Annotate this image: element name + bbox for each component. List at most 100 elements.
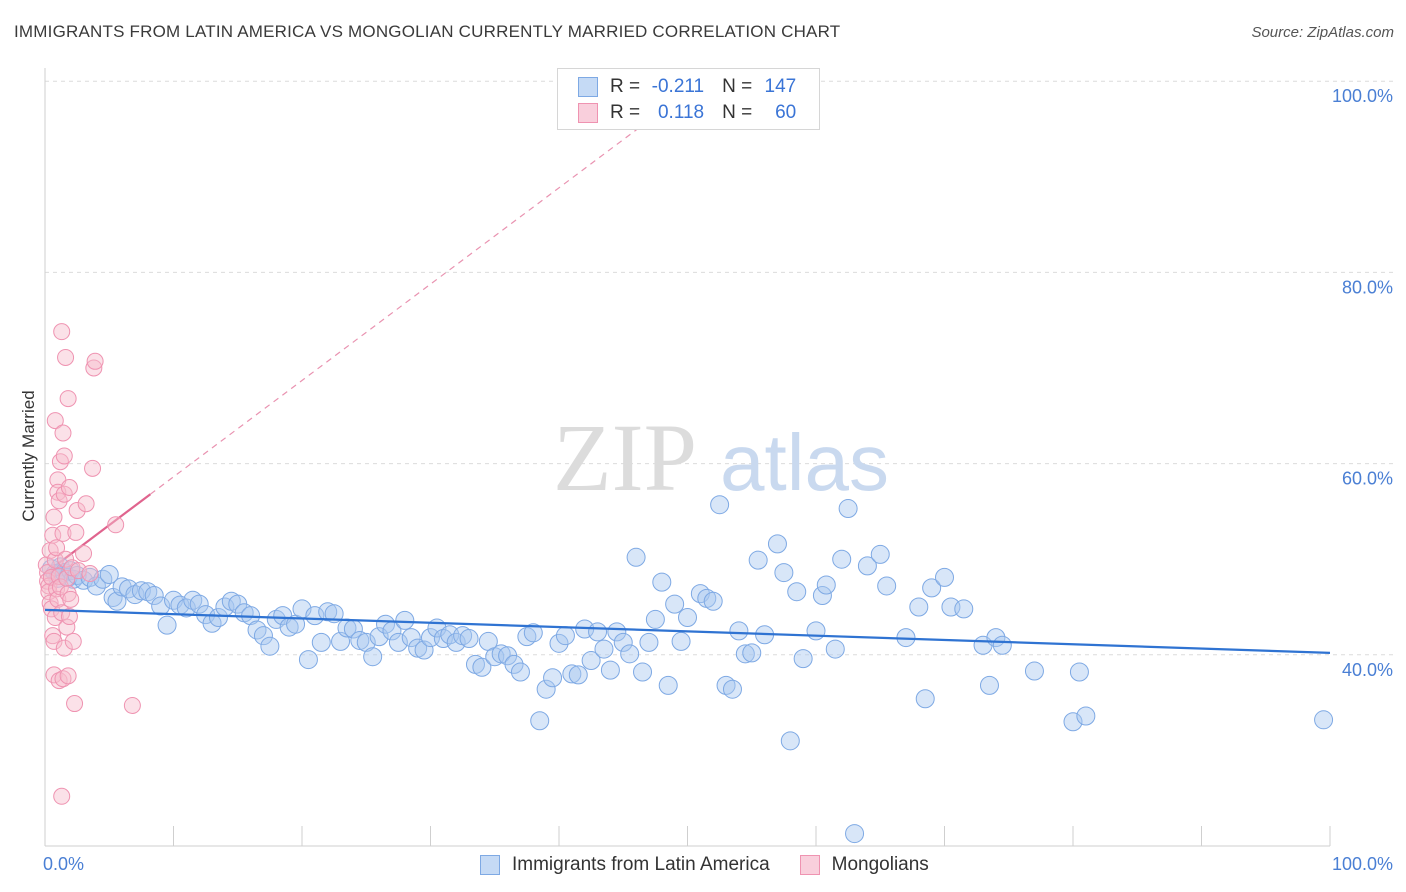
blue-point (414, 640, 434, 660)
pink-point (86, 352, 104, 370)
blue-point (555, 626, 575, 646)
pink-point (75, 544, 93, 562)
source-label: Source: ZipAtlas.com (1251, 24, 1394, 41)
blue-point (1063, 712, 1083, 732)
n-value: 147 (764, 76, 797, 97)
stats-row-blue: R = -0.211 N = 147 (578, 75, 796, 99)
y-tick-label: 60.0% (1342, 469, 1393, 489)
blue-point (742, 643, 762, 663)
blue-point (144, 586, 164, 606)
y-tick-label: 100.0% (1332, 86, 1393, 106)
blue-point (388, 632, 408, 652)
pink-point (123, 696, 141, 714)
pink-point (64, 632, 82, 650)
blue-point (395, 610, 415, 630)
blue-point (350, 630, 370, 650)
blue-point (472, 657, 492, 677)
blue-points (41, 495, 1334, 844)
blue-point (787, 582, 807, 602)
blue-point (806, 621, 826, 641)
pink-point (46, 412, 64, 430)
n-label: N = (722, 76, 753, 97)
n-label: N = (722, 102, 753, 123)
pink-point (84, 459, 102, 477)
blue-point (767, 534, 787, 554)
y-tick-label: 80.0% (1342, 277, 1393, 297)
blue-point (915, 689, 935, 709)
blue-point (298, 650, 318, 670)
pink-point (67, 523, 85, 541)
pink-point (49, 590, 67, 608)
pink-point (66, 695, 84, 713)
blue-point (491, 644, 511, 664)
pink-point (42, 600, 60, 618)
pink-point (53, 787, 71, 805)
blue-point (594, 639, 614, 659)
pink-point (45, 632, 63, 650)
blue-point (877, 576, 897, 596)
blue-point (992, 635, 1012, 655)
blue-point (816, 575, 836, 595)
blue-point (543, 668, 563, 688)
blue-point (613, 632, 633, 652)
r-label: R = (610, 76, 641, 97)
pink-point (81, 565, 99, 583)
chart-title: IMMIGRANTS FROM LATIN AMERICA VS MONGOLI… (14, 22, 841, 41)
grid-lines (45, 80, 1395, 656)
blue-point (107, 591, 127, 611)
pink-point (54, 670, 72, 688)
pink-point (53, 323, 71, 341)
pink-point (54, 424, 72, 442)
pink-point (48, 539, 66, 557)
pink-point (58, 618, 76, 636)
blue-point (825, 639, 845, 659)
pink-trend-line (44, 493, 152, 575)
blue-point (678, 608, 697, 628)
blue-point (99, 564, 119, 584)
blue-point (652, 572, 672, 592)
blue-point (979, 675, 999, 695)
watermark-zip: ZIP (553, 404, 697, 511)
pink-trend-group (44, 124, 643, 575)
pink-point (44, 627, 62, 645)
blue-point (151, 596, 171, 616)
blue-swatch (480, 855, 500, 875)
blue-point (369, 627, 389, 647)
series-legend: Immigrants from Latin America Mongolians (480, 852, 959, 878)
blue-point (408, 638, 428, 658)
blue-point (1076, 706, 1096, 726)
blue-point (729, 621, 749, 641)
stats-legend: R = -0.211 N = 147 R = 0.118 N = 60 (557, 68, 820, 130)
blue-point (671, 631, 691, 651)
pink-points (37, 323, 141, 805)
blue-point (1069, 662, 1089, 682)
pink-point (45, 508, 63, 526)
blue-point (549, 633, 569, 653)
pink-point (59, 667, 77, 685)
y-tick-label: 40.0% (1342, 660, 1393, 680)
axes (44, 68, 1331, 847)
blue-point (722, 679, 742, 699)
blue-point (1314, 710, 1334, 730)
blue-point (459, 629, 479, 649)
blue-point (401, 628, 421, 648)
pink-point (62, 590, 80, 608)
blue-point (510, 662, 530, 682)
blue-point (363, 647, 383, 667)
blue-trend-group (44, 608, 1331, 654)
blue-point (870, 544, 890, 564)
stats-row-pink: R = 0.118 N = 60 (578, 101, 796, 125)
pink-swatch (578, 103, 598, 123)
blue-point (253, 626, 273, 646)
blue-point (748, 550, 768, 570)
blue-point (620, 644, 640, 664)
blue-point (780, 731, 800, 751)
pink-point (68, 501, 86, 519)
blue-point (504, 654, 524, 674)
blue-point (568, 665, 588, 685)
blue-point (832, 549, 852, 569)
legend-item-latin-america: Immigrants from Latin America (480, 854, 770, 876)
r-label: R = (610, 102, 641, 123)
blue-point (1024, 661, 1044, 681)
